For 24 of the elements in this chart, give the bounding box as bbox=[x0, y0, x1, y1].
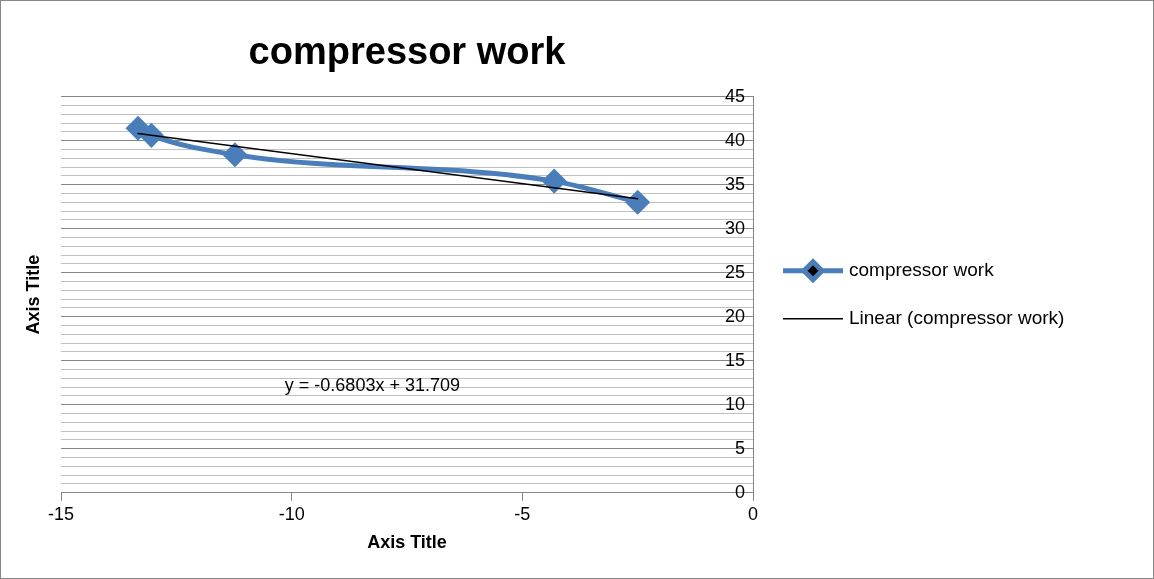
x-axis-title: Axis Title bbox=[367, 532, 447, 553]
x-tick-label: 0 bbox=[747, 503, 759, 524]
y-tick-label: 35 bbox=[724, 173, 745, 194]
x-tick-label: -15 bbox=[47, 503, 75, 524]
x-tick-label: -10 bbox=[278, 503, 305, 524]
x-tick-label: -5 bbox=[514, 503, 531, 524]
point bbox=[223, 143, 247, 167]
y-tick-label: 40 bbox=[724, 129, 745, 150]
chart-title: compressor work bbox=[248, 30, 567, 73]
y-tick-label: 15 bbox=[724, 349, 745, 370]
annotation: y = -0.6803x + 31.709 bbox=[284, 374, 460, 395]
point bbox=[542, 169, 566, 193]
point bbox=[626, 190, 650, 214]
y-tick-label: 5 bbox=[734, 437, 745, 458]
point bbox=[126, 116, 150, 140]
y-tick-label: 45 bbox=[724, 85, 745, 106]
y-tick-label: 0 bbox=[734, 481, 745, 502]
legend-label: compressor work bbox=[849, 258, 995, 280]
legend-label: Linear (compressor work) bbox=[849, 306, 1065, 328]
y-tick-label: 30 bbox=[724, 217, 745, 238]
y-tick-label: 10 bbox=[724, 393, 745, 414]
y-axis-title: Axis Title bbox=[22, 254, 43, 335]
y-tick-label: 20 bbox=[724, 305, 745, 326]
y-tick-label: 25 bbox=[724, 261, 745, 282]
